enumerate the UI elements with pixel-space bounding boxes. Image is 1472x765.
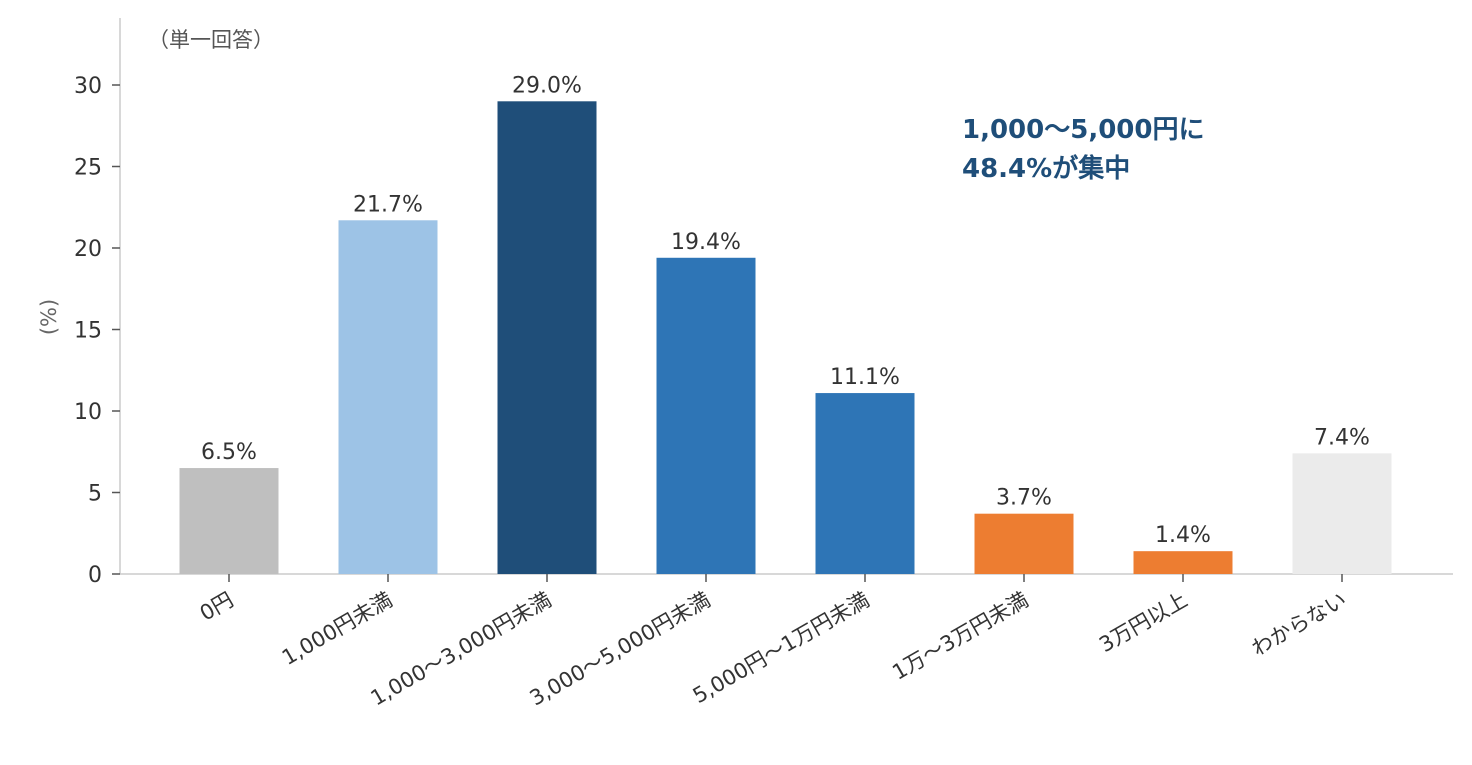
y-axis-label: (%) [37,299,61,335]
x-ticks [228,574,1343,582]
value-label: 29.0% [512,73,582,98]
y-tick-label: 5 [88,482,102,507]
bar [497,101,597,575]
value-label: 1.4% [1155,523,1211,548]
value-label: 21.7% [353,192,423,217]
y-tick-label: 25 [74,156,102,181]
category-label: わからない [1248,588,1351,661]
annotation-line-1: 1,000～5,000円に [962,115,1204,145]
chart-note: （単一回答） [148,28,274,52]
bar [1292,453,1392,574]
category-label: 1,000円未満 [278,588,397,670]
y-tick-label: 10 [74,400,102,425]
bar [974,513,1074,574]
x-labels: 0円 1,000円未満1,000～3,000円未満3,000～5,000円未満5,… [196,588,1351,711]
bar [656,257,756,574]
value-label: 11.1% [830,365,900,390]
y-tick-label: 15 [74,319,102,344]
y-ticks: 0 5 10 15 20 25 30 [74,74,120,588]
y-tick-label: 0 [88,563,102,588]
annotation-line-2: 48.4%が集中 [962,153,1130,184]
category-label: 0円 [196,588,238,626]
bar [1133,551,1233,574]
value-labels: 6.5% 21.7% 29.0% 19.4% 11.1% 3.7% 1.4% 7.4% [201,73,1370,548]
category-label: 1万～3万円未満 [888,588,1032,685]
y-tick-label: 30 [74,74,102,99]
bar [179,468,279,574]
bar [338,220,438,575]
bars [179,101,1392,575]
value-label: 19.4% [671,230,741,255]
value-label: 7.4% [1314,425,1370,450]
category-label: 3万円以上 [1095,588,1191,657]
bar [815,393,915,574]
value-label: 3.7% [996,486,1052,511]
category-label: 5,000円～1万円未満 [689,588,874,709]
value-label: 6.5% [201,440,257,465]
y-tick-label: 20 [74,237,102,262]
